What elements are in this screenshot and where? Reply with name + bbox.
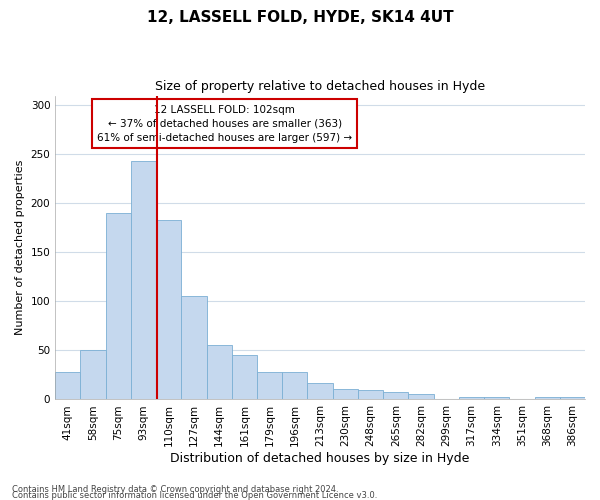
Text: Contains public sector information licensed under the Open Government Licence v3: Contains public sector information licen… xyxy=(12,491,377,500)
Bar xyxy=(459,398,484,400)
Bar xyxy=(332,388,358,400)
Text: 12, LASSELL FOLD, HYDE, SK14 4UT: 12, LASSELL FOLD, HYDE, SK14 4UT xyxy=(146,10,454,25)
Bar xyxy=(106,213,131,400)
Bar xyxy=(80,350,106,400)
Bar xyxy=(383,392,409,400)
Bar xyxy=(282,372,307,400)
Bar xyxy=(206,344,232,400)
Bar xyxy=(232,356,257,400)
Bar xyxy=(484,398,509,400)
Y-axis label: Number of detached properties: Number of detached properties xyxy=(15,160,25,335)
Bar xyxy=(560,398,585,400)
Bar xyxy=(257,372,282,400)
Bar xyxy=(55,372,80,400)
Bar xyxy=(535,398,560,400)
Bar xyxy=(181,296,206,400)
Bar xyxy=(358,390,383,400)
Text: Contains HM Land Registry data © Crown copyright and database right 2024.: Contains HM Land Registry data © Crown c… xyxy=(12,485,338,494)
Bar xyxy=(156,220,181,400)
Bar xyxy=(409,394,434,400)
Text: 12 LASSELL FOLD: 102sqm
← 37% of detached houses are smaller (363)
61% of semi-d: 12 LASSELL FOLD: 102sqm ← 37% of detache… xyxy=(97,104,352,142)
X-axis label: Distribution of detached houses by size in Hyde: Distribution of detached houses by size … xyxy=(170,452,470,465)
Bar xyxy=(131,161,156,400)
Title: Size of property relative to detached houses in Hyde: Size of property relative to detached ho… xyxy=(155,80,485,93)
Bar xyxy=(307,383,332,400)
